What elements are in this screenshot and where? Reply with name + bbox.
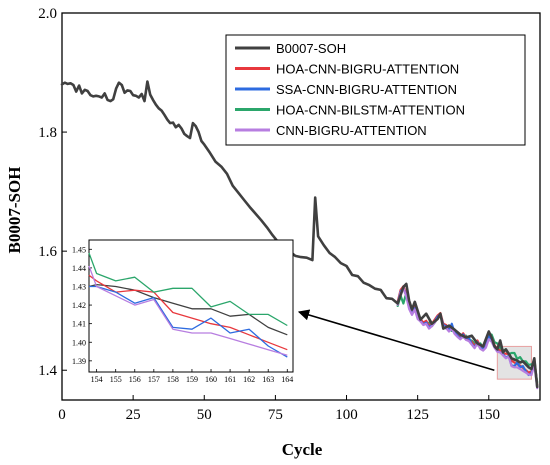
legend-label-hoa-cnn-bilstm-attention: HOA-CNN-BILSTM-ATTENTION [276,103,465,118]
zoom-arrow [297,309,495,371]
inset-y-tick-label: 1.43 [72,282,86,291]
inset-frame [88,239,294,373]
x-axis-title: Cycle [282,440,323,459]
x-tick-label: 100 [335,407,358,423]
main-plot: 0 25 50 75 100 125 150 1.4 1.6 1.8 2.0 [38,6,541,423]
inset-x-tick-label: 161 [224,375,236,384]
inset-y-tick-label: 1.45 [72,245,86,254]
legend-label-b0007-soh: B0007-SOH [276,41,346,56]
legend-label-hoa-cnn-bigru-attention: HOA-CNN-BIGRU-ATTENTION [276,62,459,77]
inset-y-tick-label: 1.40 [72,338,86,347]
inset-plot: 154 155 156 157 158 159 160 161 162 163 164 1.39 1.4… [72,239,294,384]
inset-x-tick-label: 158 [167,375,179,384]
y-tick-label: 1.4 [38,363,57,379]
y-tick-label: 1.8 [38,125,57,141]
inset-x-tick-label: 156 [129,375,141,384]
inset-x-tick-label: 164 [281,375,293,384]
inset-series-line-b0007-soh [88,283,288,336]
inset-series-line-hoa-cnn-bigru-attention [88,274,288,351]
x-tick-label: 50 [197,407,212,423]
legend-label-ssa-cnn-bigru-attention: SSA-CNN-BIGRU-ATTENTION [276,82,457,97]
y-tick-label: 1.6 [38,244,57,260]
inset-y-tick-label: 1.39 [72,357,86,366]
inset-x-tick-label: 160 [205,375,217,384]
inset-series-line-hoa-cnn-bilstm-attention [88,252,288,327]
x-tick-label: 75 [268,407,283,423]
inset-series-line-ssa-cnn-bigru-attention [89,285,288,358]
inset-x-tick-label: 159 [186,375,198,384]
zoom-indicator [297,309,532,380]
inset-x-tick-label: 162 [243,375,255,384]
x-tick-label: 150 [478,407,501,423]
series-line-b0007-soh [60,80,539,389]
x-tick-label: 125 [406,407,429,423]
legend-label-cnn-bigru-attention: CNN-BIGRU-ATTENTION [276,123,427,138]
inset-y-tick-label: 1.42 [72,301,86,310]
inset-x-tick-label: 163 [262,375,274,384]
y-axis-title: B0007-SOH [5,167,24,254]
legend: B0007-SOH HOA-CNN-BIGRU-ATTENTION SSA-CNN-… [225,34,526,146]
x-tick-label: 0 [58,407,66,423]
legend-box [225,34,526,146]
inset-x-tick-label: 155 [110,375,122,384]
x-tick-label: 25 [126,407,141,423]
series-line-cnn-bigru-attention [396,287,539,390]
inset-x-tick-label: 157 [148,375,160,384]
inset-x-tick-label: 154 [91,375,103,384]
inset-y-tick-label: 1.41 [72,320,86,329]
inset-y-tick-label: 1.44 [72,264,86,273]
inset-series-line-cnn-bigru-attention [88,265,288,356]
plot-frame [61,12,541,401]
y-tick-label: 2.0 [38,6,57,22]
